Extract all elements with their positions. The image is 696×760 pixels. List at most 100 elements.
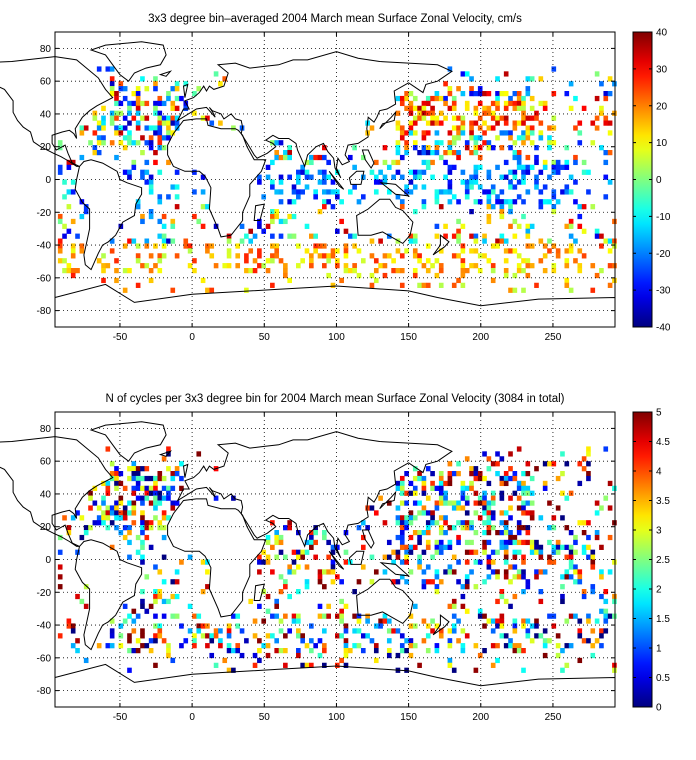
- data-cell: [192, 213, 197, 220]
- data-cell: [270, 233, 275, 239]
- data-cell: [127, 525, 132, 531]
- data-cell: [560, 544, 565, 550]
- data-cell: [127, 667, 132, 673]
- data-cell: [265, 643, 271, 649]
- data-cell: [447, 603, 453, 609]
- data-cell: [542, 164, 548, 170]
- data-cell: [521, 169, 526, 175]
- data-cell: [109, 81, 115, 87]
- data-cell: [304, 539, 310, 546]
- data-cell: [516, 164, 522, 170]
- coastline: [348, 550, 365, 565]
- data-cell: [157, 569, 163, 575]
- data-cell: [122, 86, 128, 92]
- data-cell: [473, 105, 479, 111]
- data-cell: [430, 471, 435, 477]
- data-cell: [183, 105, 189, 111]
- data-cell: [443, 174, 448, 180]
- data-cell: [534, 282, 539, 288]
- data-cell: [525, 243, 531, 249]
- data-cell: [300, 638, 305, 644]
- data-cell: [157, 475, 163, 482]
- x-tick-label: -50: [113, 332, 128, 343]
- data-cell: [395, 534, 401, 541]
- data-cell: [144, 485, 150, 491]
- data-cell: [499, 456, 505, 462]
- data-cell: [525, 461, 531, 467]
- colorbar-tick-label: 4.5: [656, 437, 670, 448]
- data-cell: [356, 579, 362, 585]
- data-cell: [594, 530, 600, 536]
- data-cell: [122, 95, 128, 102]
- data-cell: [196, 86, 202, 92]
- data-cell: [547, 238, 552, 244]
- data-cell: [395, 579, 401, 585]
- data-cell: [196, 613, 202, 619]
- data-cell: [551, 209, 557, 215]
- data-cell: [508, 169, 513, 175]
- data-cell: [270, 258, 275, 264]
- data-cell: [205, 287, 210, 293]
- data-cell: [326, 603, 331, 609]
- data-cell: [399, 633, 405, 639]
- data-cell: [521, 140, 526, 146]
- data-cell: [135, 105, 141, 111]
- data-cell: [335, 194, 340, 200]
- data-cell: [274, 150, 280, 156]
- data-cell: [140, 544, 145, 550]
- data-cell: [257, 569, 262, 575]
- data-cell: [503, 520, 509, 526]
- data-cell: [451, 613, 457, 619]
- data-cell: [360, 258, 366, 264]
- data-cell: [127, 633, 132, 639]
- data-cell: [477, 199, 483, 205]
- y-tick-label: -40: [37, 621, 52, 632]
- data-cell: [490, 125, 496, 131]
- data-cell: [399, 520, 405, 526]
- data-cell: [443, 189, 448, 195]
- data-cell: [140, 135, 145, 141]
- data-cell: [434, 115, 440, 121]
- data-cell: [438, 579, 444, 585]
- data-cell: [378, 179, 383, 185]
- data-cell: [521, 485, 526, 491]
- data-cell: [287, 520, 292, 526]
- coastline: [379, 182, 411, 197]
- data-cell: [438, 544, 444, 550]
- data-cell: [291, 213, 297, 220]
- data-cell: [438, 140, 444, 146]
- data-cell: [417, 564, 422, 570]
- data-cell: [291, 549, 297, 555]
- data-cell: [599, 105, 604, 111]
- data-cell: [469, 466, 474, 472]
- data-cell: [135, 258, 141, 264]
- data-cell: [170, 105, 176, 111]
- data-cell: [365, 618, 370, 624]
- data-cell: [296, 243, 301, 249]
- data-cell: [66, 228, 72, 234]
- data-cell: [586, 638, 591, 644]
- data-cell: [122, 287, 128, 293]
- data-cell: [205, 643, 210, 649]
- data-cell: [447, 189, 453, 195]
- data-cell: [451, 115, 457, 121]
- data-cell: [451, 525, 457, 531]
- data-cell: [369, 272, 375, 279]
- data-cell: [443, 515, 448, 521]
- data-cell: [573, 238, 578, 244]
- data-cell: [573, 579, 578, 585]
- data-cell: [373, 569, 379, 575]
- data-cell: [317, 169, 323, 175]
- data-cell: [157, 120, 163, 126]
- data-cell: [512, 150, 518, 156]
- data-cell: [538, 554, 544, 560]
- data-cell: [382, 554, 388, 560]
- data-cell: [464, 485, 470, 491]
- data-cell: [412, 209, 418, 215]
- data-cell: [386, 554, 392, 560]
- data-cell: [365, 525, 370, 531]
- data-cell: [499, 530, 505, 536]
- data-cell: [261, 194, 267, 200]
- data-cell: [529, 140, 535, 146]
- data-cell: [486, 140, 492, 146]
